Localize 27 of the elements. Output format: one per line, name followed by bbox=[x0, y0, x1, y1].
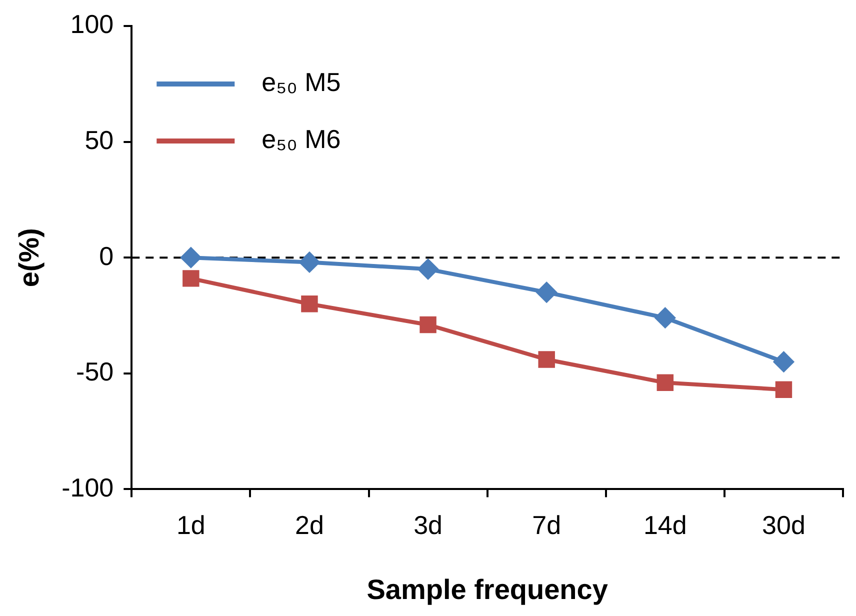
point bbox=[182, 270, 200, 287]
point bbox=[538, 351, 555, 368]
point bbox=[299, 252, 320, 272]
point bbox=[775, 381, 792, 398]
x-tick-label: 3d bbox=[414, 510, 442, 540]
point bbox=[655, 308, 676, 328]
x-tick-label: 1d bbox=[176, 510, 206, 540]
point bbox=[418, 259, 438, 280]
point bbox=[774, 352, 794, 372]
x-axis-title: Sample frequency bbox=[366, 574, 608, 605]
y-axis-title: e(%) bbox=[14, 228, 45, 288]
x-tick-label: 14d bbox=[643, 510, 687, 540]
legend-label: e₅₀ M6 bbox=[262, 124, 341, 154]
point bbox=[536, 282, 557, 302]
point bbox=[180, 248, 201, 268]
x-tick-label: 30d bbox=[762, 510, 806, 540]
x-tick-label: 7d bbox=[532, 510, 562, 540]
y-tick-label: 50 bbox=[84, 124, 114, 155]
y-tick-label: 0 bbox=[99, 240, 114, 271]
x-tick-label: 2d bbox=[295, 510, 324, 540]
point bbox=[420, 316, 436, 334]
y-tick-label: 100 bbox=[70, 9, 114, 40]
y-tick-label: -100 bbox=[62, 472, 114, 502]
legend-label: e₅₀ M5 bbox=[262, 67, 341, 98]
point bbox=[656, 374, 674, 392]
point bbox=[301, 296, 318, 312]
y-tick-label: -50 bbox=[76, 356, 114, 387]
